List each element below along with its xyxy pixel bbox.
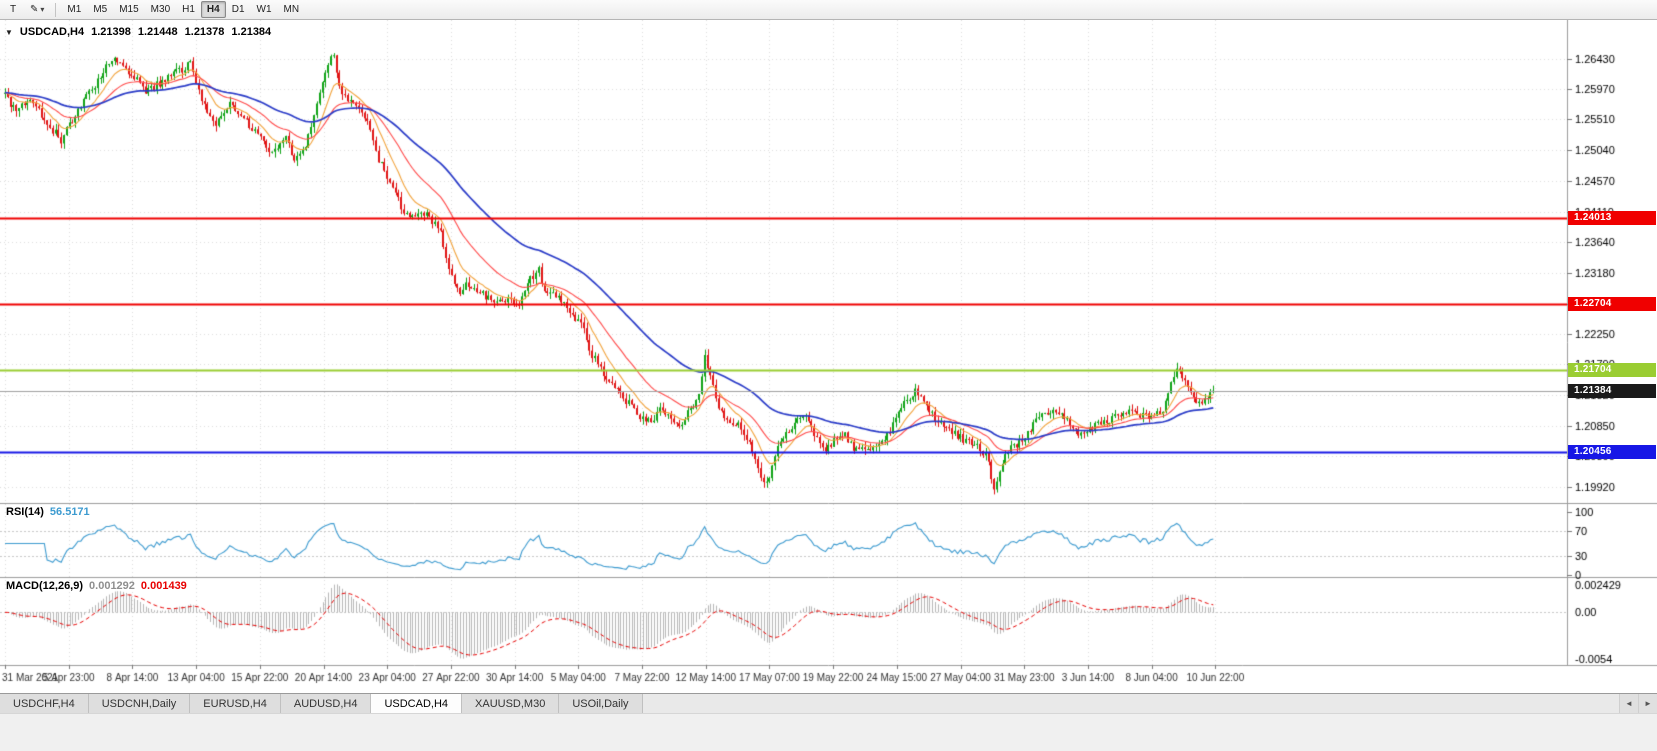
- tab-xauusd-m30[interactable]: XAUUSD,M30: [462, 694, 560, 713]
- timeframe-buttons: M1 M5 M15 M30 H1 H4 D1 W1 MN: [61, 1, 305, 18]
- ohlc-low: 1.21378: [184, 26, 225, 38]
- timeframe-button-d1[interactable]: D1: [226, 1, 251, 18]
- price-chart-canvas[interactable]: [0, 20, 1657, 693]
- current-price-badge[interactable]: 1.21384: [1568, 383, 1656, 398]
- ohlc-high: 1.21448: [137, 26, 178, 38]
- bottom-filler: [0, 713, 1657, 751]
- tab-usdcnh-daily[interactable]: USDCNH,Daily: [88, 694, 191, 713]
- rsi-indicator-label: RSI(14) 56.5171: [6, 506, 90, 518]
- toolbar-separator: [55, 2, 57, 17]
- tab-audusd-h4[interactable]: AUDUSD,H4: [280, 694, 372, 713]
- tabs-scroll-left-button[interactable]: ◄: [1619, 694, 1638, 713]
- macd-signal-value: 0.001439: [140, 580, 187, 592]
- tabs-scroll-right-button[interactable]: ►: [1638, 694, 1657, 713]
- ohlc-open: 1.21398: [91, 26, 131, 38]
- timeframe-button-h1[interactable]: H1: [176, 1, 201, 18]
- tab-usdcad-h4[interactable]: USDCAD,H4: [371, 694, 463, 713]
- macd-name: MACD(12,26,9): [6, 580, 84, 592]
- timeframe-button-m30[interactable]: M30: [145, 1, 176, 18]
- chart-tabs-bar: USDCHF,H4 USDCNH,Daily EURUSD,H4 AUDUSD,H4 U…: [0, 693, 1657, 713]
- timeframe-button-m15[interactable]: M15: [113, 1, 144, 18]
- arrow-left-icon: ◄: [1625, 699, 1633, 708]
- macd-main-value: 0.001292: [89, 580, 135, 592]
- price-line-badge-1.24013[interactable]: 1.24013: [1568, 210, 1656, 225]
- rsi-name: RSI(14): [6, 506, 44, 518]
- collapse-arrow-icon[interactable]: ▼: [5, 27, 13, 37]
- timeframe-button-w1[interactable]: W1: [251, 1, 278, 18]
- tab-scroll-buttons: ◄ ►: [1619, 694, 1657, 713]
- tab-usoil-daily[interactable]: USOil,Daily: [559, 694, 643, 713]
- pencil-icon: ✎: [30, 4, 39, 15]
- chart-symbol: USDCAD,H4: [19, 26, 85, 38]
- top-toolbar: T ✎ ▾ M1 M5 M15 M30 H1 H4 D1 W1 MN: [0, 0, 1657, 20]
- arrow-right-icon: ►: [1644, 699, 1652, 708]
- macd-indicator-label: MACD(12,26,9) 0.001292 0.001439: [6, 580, 187, 592]
- price-line-badge-1.22704[interactable]: 1.22704: [1568, 296, 1656, 311]
- tab-eurusd-h4[interactable]: EURUSD,H4: [190, 694, 281, 713]
- tab-list: USDCHF,H4 USDCNH,Daily EURUSD,H4 AUDUSD,H4 U…: [0, 694, 1619, 713]
- price-line-badge-1.21704[interactable]: 1.21704: [1568, 362, 1656, 377]
- tab-usdchf-h4[interactable]: USDCHF,H4: [0, 694, 89, 713]
- price-line-badge-1.20456[interactable]: 1.20456: [1568, 444, 1656, 459]
- ohlc-close: 1.21384: [231, 26, 272, 38]
- timeframe-button-h4[interactable]: H4: [200, 1, 226, 18]
- chart-title: ▼ USDCAD,H4 1.21398 1.21448 1.21378 1.21…: [5, 26, 271, 38]
- timeframe-button-mn[interactable]: MN: [278, 1, 306, 18]
- chevron-down-icon: ▾: [40, 5, 45, 14]
- text-tool-button[interactable]: T: [3, 1, 23, 18]
- timeframe-button-m1[interactable]: M1: [61, 1, 87, 18]
- rsi-value: 56.5171: [49, 506, 90, 518]
- draw-tool-button[interactable]: ✎ ▾: [24, 1, 50, 18]
- chart-area: ▼ USDCAD,H4 1.21398 1.21448 1.21378 1.21…: [0, 20, 1657, 693]
- timeframe-button-m5[interactable]: M5: [87, 1, 113, 18]
